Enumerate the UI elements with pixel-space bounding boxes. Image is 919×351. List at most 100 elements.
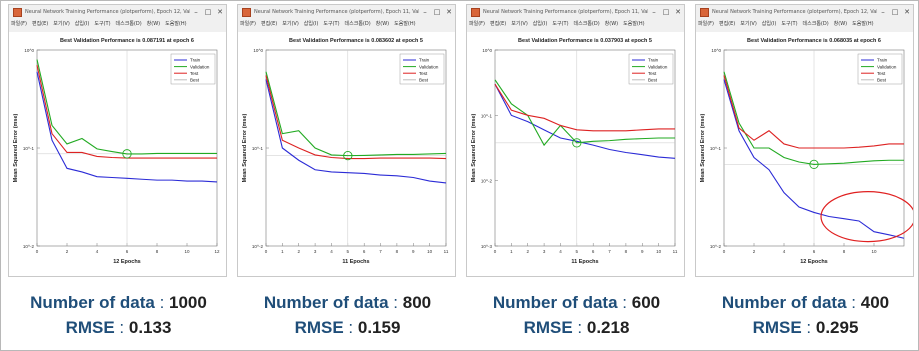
x-tick-label: 4 [783,249,786,254]
menu-help[interactable]: 도움말(H) [165,21,187,27]
matlab-app-icon [242,7,251,17]
menu-insert[interactable]: 삽입(I) [303,21,319,27]
x-tick-label: 10 [427,249,433,254]
plot-area: Best Validation Performance is 0.087191 … [9,32,226,276]
y-tick-label: 10^-1 [481,113,493,118]
chart-title: Best Validation Performance is 0.037903 … [518,38,652,44]
legend-label: Validation [190,64,210,69]
window-titlebar: Neural Network Training Performance (plo… [9,5,226,19]
menu-tools[interactable]: 도구(T) [94,21,111,27]
series-line-test [723,75,904,149]
x-tick-label: 11 [444,249,449,254]
close-icon[interactable]: ✕ [446,8,452,16]
x-tick-label: 10 [871,249,877,254]
menu-edit[interactable]: 편집(E) [489,21,507,27]
menu-window[interactable]: 창(W) [375,21,390,27]
x-axis-label: 12 Epochs [800,259,828,265]
y-tick-label: 10^-2 [23,244,35,249]
menu-window[interactable]: 창(W) [604,21,619,27]
close-icon[interactable]: ✕ [217,8,223,16]
menu-tools[interactable]: 도구(T) [781,21,798,27]
menu-window[interactable]: 창(W) [833,21,848,27]
menu-view[interactable]: 보기(V) [53,21,70,27]
window-title: Neural Network Training Performance (plo… [483,9,648,15]
chart-title: Best Validation Performance is 0.087191 … [60,38,194,44]
legend-label: Best [648,78,658,83]
performance-chart: Best Validation Performance is 0.083602 … [242,38,449,265]
menu-view[interactable]: 보기(V) [282,21,299,27]
matlab-app-icon [471,7,480,17]
menu-help[interactable]: 도움말(H) [394,21,416,27]
minimize-icon[interactable]: – [652,8,656,16]
x-tick-label: 2 [526,249,529,254]
menu-file[interactable]: 파일(F) [469,21,485,27]
caption-1: Number of data : 1000 RMSE : 0.133 [30,293,207,337]
menu-edit[interactable]: 편집(E) [31,21,49,27]
menu-view[interactable]: 보기(V) [511,21,528,27]
caption-value: 600 [631,293,661,312]
y-tick-label: 10^0 [253,48,263,53]
close-icon[interactable]: ✕ [675,8,681,16]
minimize-icon[interactable]: – [881,8,885,16]
legend-box [628,53,674,85]
menu-insert[interactable]: 삽입(I) [532,21,548,27]
x-tick-label: 7 [379,249,382,254]
menu-desktop[interactable]: 데스크톱(D) [115,21,142,27]
menu-tools[interactable]: 도구(T) [552,21,569,27]
caption-label: Number of data [492,293,618,312]
x-tick-label: 4 [559,249,562,254]
x-tick-label: 2 [297,249,300,254]
matlab-app-icon [700,7,709,17]
best-point-marker [343,150,353,161]
menu-bar: 파일(F) 편집(E) 보기(V) 삽입(I) 도구(T) 데스크톱(D) 창(… [698,20,911,30]
minimize-icon[interactable]: – [423,8,427,16]
maximize-icon[interactable]: □ [433,8,441,16]
plot-area: Best Validation Performance is 0.068035 … [696,32,913,276]
rmse-value: 0.159 [357,318,401,337]
menu-file[interactable]: 파일(F) [240,21,256,27]
x-tick-label: 11 [673,249,678,254]
window-title: Neural Network Training Performance (plo… [712,9,877,15]
x-axis-label: 11 Epochs [342,259,369,265]
plot-area: Best Validation Performance is 0.037903 … [467,32,684,276]
rmse-value: 0.218 [586,318,630,337]
menu-desktop[interactable]: 데스크톱(D) [802,21,829,27]
x-tick-label: 0 [265,249,268,254]
rmse-label: RMSE [294,318,344,337]
menu-insert[interactable]: 삽입(I) [74,21,90,27]
y-axis-label: Mean Squared Error (mse) [700,113,706,182]
x-tick-label: 2 [66,249,69,254]
caption-label: Number of data [721,293,847,312]
legend-box [857,53,903,85]
menu-desktop[interactable]: 데스크톱(D) [344,21,371,27]
legend-label: Train [419,58,430,63]
x-axis-label: 11 Epochs [571,259,598,265]
menu-window[interactable]: 창(W) [146,21,161,27]
rmse-label: RMSE [752,318,802,337]
menu-insert[interactable]: 삽입(I) [761,21,777,27]
menu-help[interactable]: 도움말(H) [852,21,874,27]
legend-label: Best [419,78,429,83]
x-axis-label: 12 Epochs [113,259,141,265]
x-tick-label: 9 [641,249,644,254]
menu-help[interactable]: 도움말(H) [623,21,645,27]
x-tick-label: 1 [281,249,284,254]
maximize-icon[interactable]: □ [204,8,212,16]
menu-view[interactable]: 보기(V) [740,21,757,27]
rmse-value: 0.295 [815,318,859,337]
menu-file[interactable]: 파일(F) [698,21,714,27]
caption-value: 400 [860,293,890,312]
plot-window-4: Neural Network Training Performance (plo… [695,4,914,277]
menu-file[interactable]: 파일(F) [11,21,27,27]
close-icon[interactable]: ✕ [904,8,910,16]
plot-window-3: Neural Network Training Performance (plo… [466,4,685,277]
maximize-icon[interactable]: □ [891,8,899,16]
menu-edit[interactable]: 편집(E) [718,21,736,27]
menu-edit[interactable]: 편집(E) [260,21,278,27]
matlab-app-icon [13,7,22,17]
x-tick-label: 6 [126,249,129,254]
minimize-icon[interactable]: – [194,8,198,16]
menu-desktop[interactable]: 데스크톱(D) [573,21,600,27]
maximize-icon[interactable]: □ [662,8,670,16]
menu-tools[interactable]: 도구(T) [323,21,340,27]
